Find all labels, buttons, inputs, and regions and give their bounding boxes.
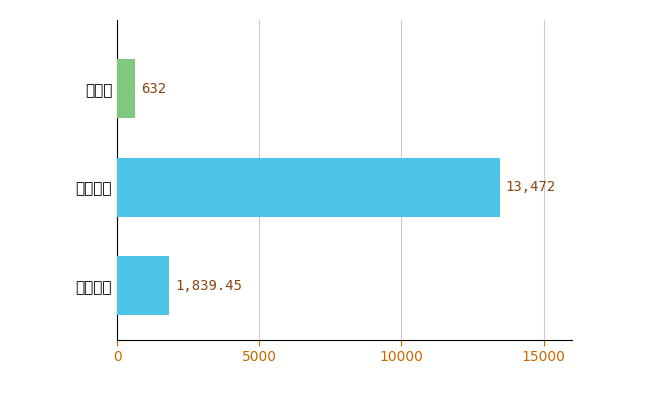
Bar xyxy=(117,158,500,217)
Text: 1,839.45: 1,839.45 xyxy=(175,279,242,293)
Bar xyxy=(117,256,169,315)
Bar xyxy=(117,59,135,118)
Text: 632: 632 xyxy=(140,82,166,96)
Text: 13,472: 13,472 xyxy=(506,180,556,194)
